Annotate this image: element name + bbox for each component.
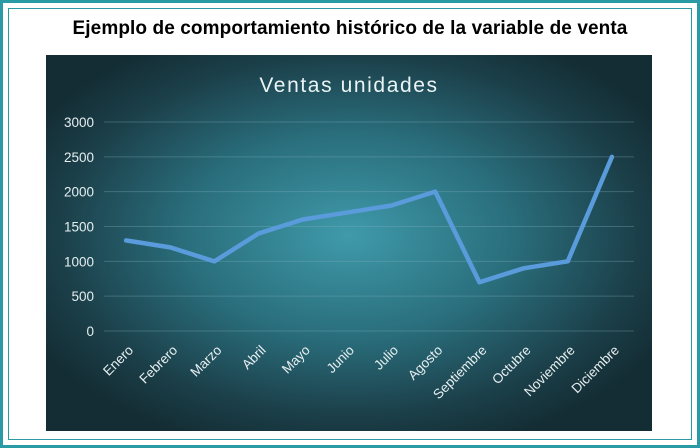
- data-point: [167, 244, 173, 250]
- data-point: [476, 279, 482, 285]
- series-line: [123, 154, 615, 285]
- data-point: [211, 258, 217, 264]
- y-axis-ticks: 0 500 1000 1500 2000 2500 3000: [64, 115, 94, 339]
- data-point: [256, 230, 262, 236]
- x-tick-label: Abril: [239, 343, 269, 373]
- data-point: [388, 203, 394, 209]
- data-point: [432, 189, 438, 195]
- x-tick-label: Enero: [100, 343, 136, 379]
- figure-inner-border: [8, 8, 692, 440]
- y-tick-label: 1000: [64, 254, 94, 269]
- x-tick-label: Febrero: [136, 343, 180, 387]
- y-tick-label: 0: [86, 324, 94, 339]
- x-tick-label: Octubre: [489, 343, 534, 388]
- grid-layer: [104, 121, 634, 332]
- data-point: [565, 258, 571, 264]
- x-tick-label: Mayo: [279, 343, 313, 377]
- x-tick-label: Marzo: [187, 343, 224, 380]
- line-chart: Ventas unidades 0 500 1000 1500 2000 2500 3000…: [64, 74, 634, 402]
- x-tick-label: Junio: [324, 343, 357, 376]
- x-axis-ticks: Enero Febrero Marzo Abril Mayo Junio Julio Agos…: [100, 343, 622, 402]
- y-tick-label: 2500: [64, 150, 94, 165]
- y-tick-label: 2000: [64, 185, 94, 200]
- data-point: [344, 210, 350, 216]
- series-layer: [123, 154, 615, 285]
- x-tick-label: Julio: [371, 343, 401, 373]
- y-tick-label: 500: [71, 289, 94, 304]
- data-point: [123, 237, 129, 243]
- chart-title: Ventas unidades: [259, 74, 438, 97]
- y-tick-label: 1500: [64, 220, 94, 235]
- data-point: [521, 265, 527, 271]
- x-tick-label: Diciembre: [568, 343, 622, 397]
- data-point: [300, 217, 306, 223]
- chart-area: Ventas unidades 0 500 1000 1500 2000 2500 3000…: [46, 55, 652, 431]
- x-tick-label: Agosto: [405, 343, 445, 383]
- figure-caption: Ejemplo de comportamiento histórico de l…: [72, 18, 628, 39]
- data-point: [609, 154, 615, 160]
- y-tick-label: 3000: [64, 115, 94, 130]
